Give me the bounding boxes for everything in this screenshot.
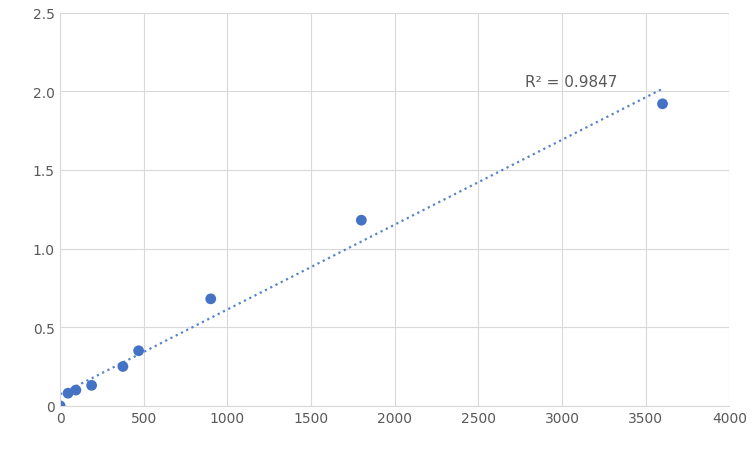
Point (205, 295, 217, 303)
Point (355, 217, 367, 224)
Point (86, 382, 98, 389)
Point (132, 347, 144, 354)
Point (62, 390, 74, 397)
Point (70, 387, 82, 394)
Text: R² = 0.9847: R² = 0.9847 (526, 75, 617, 90)
Point (117, 363, 129, 370)
Point (54, 402, 66, 410)
Point (656, 101, 669, 108)
